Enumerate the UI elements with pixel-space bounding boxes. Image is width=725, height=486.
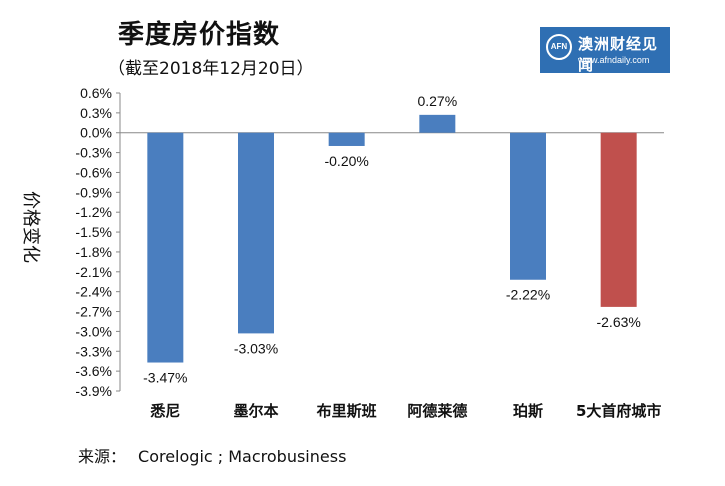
brand-logo-icon: AFN — [546, 34, 572, 60]
y-tick-label: -1.2% — [75, 204, 112, 220]
data-label: -0.20% — [324, 153, 368, 169]
bar — [419, 114, 456, 133]
category-label: 5大首府城市 — [576, 402, 661, 420]
category-label: 珀斯 — [513, 402, 543, 420]
y-tick-label: -3.6% — [75, 363, 112, 379]
category-label: 阿德莱德 — [407, 402, 467, 420]
y-tick-label: 0.6% — [80, 85, 112, 101]
y-tick-label: -0.6% — [75, 164, 112, 180]
y-tick-label: -3.9% — [75, 383, 112, 399]
data-label: 0.27% — [417, 93, 457, 109]
y-tick-label: -1.8% — [75, 244, 112, 260]
y-tick-label: -2.4% — [75, 284, 112, 300]
bar — [238, 132, 274, 334]
category-label: 悉尼 — [149, 402, 180, 420]
y-tick-label: 0.0% — [80, 125, 112, 141]
bar — [328, 132, 365, 146]
y-tick-label: -3.3% — [75, 343, 112, 359]
brand-url: www.afndaily.com — [578, 55, 650, 65]
bar — [600, 132, 637, 307]
brand-badge: AFN 澳洲财经见闻 www.afndaily.com — [540, 27, 670, 74]
bar — [147, 132, 184, 363]
source-note: 来源： Corelogic ; Macrobusiness — [78, 443, 346, 467]
y-tick-label: -0.9% — [75, 184, 112, 200]
data-label: -2.22% — [506, 287, 550, 303]
y-tick-label: -1.5% — [75, 224, 112, 240]
y-tick-label: -2.1% — [75, 264, 112, 280]
category-label: 布里斯班 — [317, 402, 377, 420]
y-tick-label: -2.7% — [75, 304, 112, 320]
brand-name: 澳洲财经见闻 — [578, 35, 659, 74]
source-label: 来源： — [78, 447, 127, 466]
y-tick-label: 0.3% — [80, 105, 112, 121]
category-label: 墨尔本 — [233, 402, 278, 420]
chart-subtitle: （截至2018年12月20日） — [108, 59, 314, 79]
data-label: -2.63% — [596, 314, 640, 330]
y-tick-label: -3.0% — [75, 323, 112, 339]
y-tick-label: -0.3% — [75, 145, 112, 161]
chart-title: 季度房价指数 — [118, 20, 281, 50]
source-text: Corelogic ; Macrobusiness — [138, 447, 347, 466]
bar — [510, 132, 546, 280]
data-label: -3.03% — [234, 340, 278, 356]
data-label: -3.47% — [143, 370, 187, 386]
